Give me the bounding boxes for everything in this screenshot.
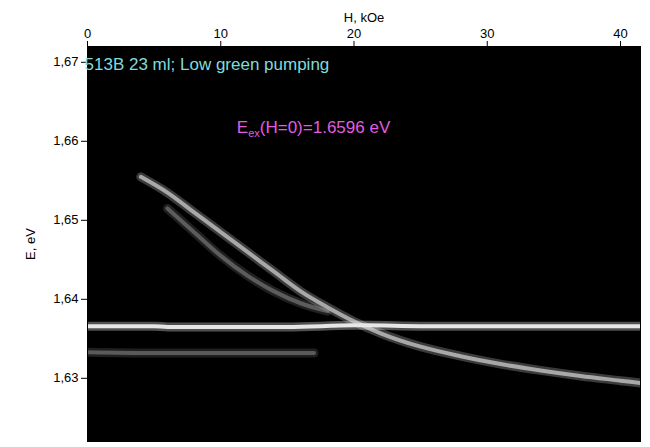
- svg-text:1,65: 1,65: [53, 212, 78, 227]
- svg-text:Eex(H=0)=1.6596 eV: Eex(H=0)=1.6596 eV: [237, 118, 391, 138]
- svg-text:40: 40: [613, 26, 627, 41]
- svg-text:1,67: 1,67: [53, 54, 78, 69]
- svg-text:E, eV: E, eV: [23, 228, 38, 260]
- svg-text:513B 23 ml; Low green pumping: 513B 23 ml; Low green pumping: [85, 55, 330, 74]
- svg-text:20: 20: [347, 26, 361, 41]
- svg-text:10: 10: [214, 26, 228, 41]
- svg-text:1,63: 1,63: [53, 370, 78, 385]
- svg-text:30: 30: [480, 26, 494, 41]
- svg-text:1,64: 1,64: [53, 291, 78, 306]
- svg-text:0: 0: [84, 26, 91, 41]
- svg-text:H, kOe: H, kOe: [344, 10, 384, 25]
- svg-text:1,66: 1,66: [53, 133, 78, 148]
